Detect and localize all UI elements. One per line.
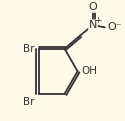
- Text: O⁻: O⁻: [108, 22, 122, 32]
- Text: O: O: [89, 2, 97, 12]
- Text: OH: OH: [82, 66, 98, 76]
- Text: N: N: [89, 20, 97, 30]
- Text: +: +: [94, 16, 102, 25]
- Text: Br: Br: [23, 97, 34, 107]
- Text: Br: Br: [23, 44, 34, 54]
